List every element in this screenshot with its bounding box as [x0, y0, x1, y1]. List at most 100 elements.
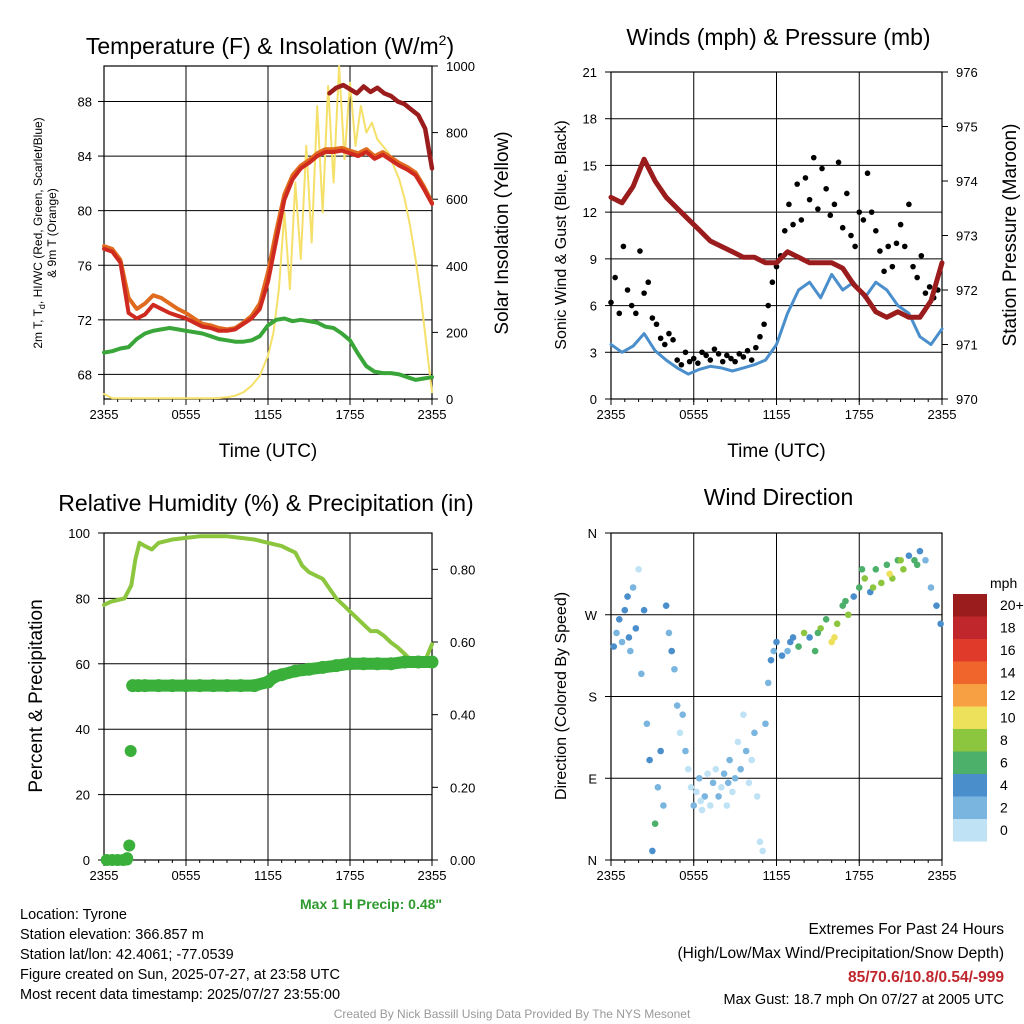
gust-point [608, 299, 614, 306]
direction-point [729, 788, 736, 796]
y-tick-label: 40 [76, 722, 90, 737]
y2-tick-label: 0.60 [450, 635, 475, 650]
gust-point [699, 349, 705, 356]
direction-point [814, 629, 822, 637]
y-tick-label: 84 [78, 149, 92, 164]
gust-point [802, 175, 809, 181]
x-tick-label: 0555 [679, 868, 708, 883]
direction-point [922, 556, 929, 564]
gust-point [690, 355, 697, 362]
gust-point [885, 243, 892, 250]
extremes-values: 85/70.6/10.8/0.54/-999 [848, 969, 1004, 986]
direction-point [618, 638, 626, 646]
recent-text: Most recent data timestamp: 2025/07/27 2… [20, 987, 341, 1003]
legend-label: 10 [1000, 710, 1016, 726]
y2-tick-label: 975 [956, 120, 978, 135]
extremes-subtitle: (High/Low/Max Wind/Precipitation/Snow De… [677, 945, 1005, 962]
direction-point [613, 629, 620, 637]
gust-point [740, 354, 747, 360]
direction-point [718, 784, 725, 791]
legend-swatch [953, 706, 987, 729]
legend-label: 20+ [1000, 597, 1024, 613]
x-tick-label: 2355 [928, 868, 957, 883]
gust-point [695, 360, 701, 366]
legend-label: 8 [1000, 732, 1008, 748]
legend-label: 18 [1000, 620, 1016, 636]
legend-label: 6 [1000, 755, 1008, 771]
direction-point [709, 779, 717, 787]
chart-title: Relative Humidity (%) & Precipitation (i… [58, 490, 473, 516]
precip-accum-band [126, 656, 438, 692]
direction-point [638, 670, 645, 678]
y2-tick-label: 971 [956, 338, 978, 353]
gust-point [868, 209, 875, 215]
direction-point [745, 779, 753, 787]
y-axis-label: 2m T, Td, HI/WC (Red, Green, Scarlet/Blu… [31, 117, 47, 348]
y-tick-label: 76 [78, 258, 92, 273]
direction-point [715, 793, 722, 800]
direction-point [665, 629, 673, 637]
direction-point [742, 747, 750, 755]
x-axis-label: Time (UTC) [219, 441, 318, 462]
y-tick-label: 21 [583, 65, 597, 80]
gust-point [831, 201, 838, 208]
y2-axis-label: Solar Insolation (Yellow) [492, 131, 513, 334]
y2-axis-label: Station Pressure (Maroon) [1000, 124, 1021, 347]
direction-point [734, 738, 742, 746]
gust-point [835, 159, 842, 166]
direction-point [610, 643, 618, 650]
direction-point [676, 729, 684, 737]
legend-label: 14 [1000, 665, 1016, 681]
gust-point [881, 268, 887, 275]
direction-point [720, 770, 728, 778]
extremes-block: Extremes For Past 24 Hours (High/Low/Max… [678, 918, 1005, 1010]
x-tick-label: 1755 [845, 407, 874, 422]
legend-label: 2 [1000, 800, 1008, 816]
y-label-sub: d [37, 304, 47, 309]
direction-point [886, 570, 893, 578]
direction-point [927, 584, 935, 591]
direction-point [872, 566, 880, 573]
y2-tick-label: 974 [956, 174, 978, 189]
gust-point [839, 224, 846, 231]
direction-point [726, 756, 733, 764]
y-tick-label: W [585, 608, 598, 623]
y-tick-label: 80 [76, 591, 90, 606]
direction-point [773, 638, 780, 646]
max-precip-label: Max 1 H Precip: 0.48" [300, 896, 443, 912]
gust-point [781, 228, 788, 234]
y-tick-label: 80 [78, 204, 92, 219]
x-axis-label: Time (UTC) [727, 441, 826, 462]
gust-point [653, 321, 660, 328]
y-tick-label: 12 [583, 205, 597, 220]
gust-point [889, 263, 896, 270]
credit-text: Created By Nick Bassill Using Data Provi… [333, 1007, 691, 1021]
winds-pressure-chart: Winds (mph) & Pressure (mb) 0 3 6 9 12 15 18 21 9… [553, 24, 1021, 462]
gust-point [715, 351, 722, 357]
x-tick-label: 2355 [597, 868, 626, 883]
direction-point [698, 806, 706, 814]
chart-title: Winds (mph) & Pressure (mb) [626, 24, 930, 50]
gust-point [732, 358, 738, 365]
legend-swatch [953, 819, 987, 842]
gust-point [901, 243, 908, 250]
direction-point [806, 634, 813, 641]
gust-point [864, 170, 871, 177]
direction-point [861, 575, 869, 582]
direction-point [701, 793, 709, 800]
legend-label: 4 [1000, 777, 1008, 793]
x-tick-label: 2355 [418, 868, 447, 883]
chart-title: Wind Direction [704, 484, 854, 510]
x-tick-label: 0555 [172, 868, 201, 883]
direction-point [751, 729, 758, 737]
direction-point [900, 566, 907, 573]
direction-point [657, 747, 664, 755]
y-tick-label: 6 [590, 299, 597, 314]
y-tick-label: 18 [583, 112, 597, 127]
legend-swatch [953, 774, 987, 797]
gust-point [856, 209, 863, 215]
x-tick-label: 1155 [763, 407, 791, 422]
gust-point [790, 221, 796, 228]
y-tick-label: N [588, 526, 597, 541]
latlon-text: Station lat/lon: 42.4061; -77.0539 [20, 947, 234, 963]
